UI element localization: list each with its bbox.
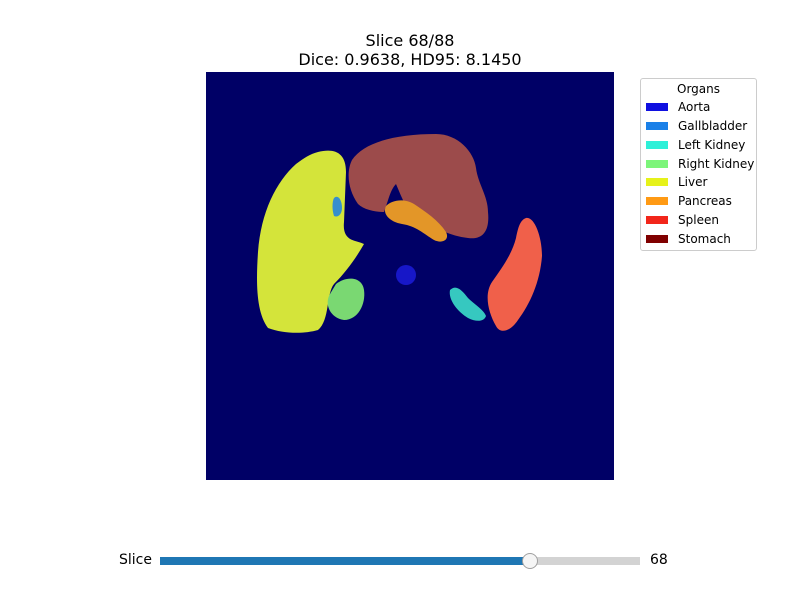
slice-title: Slice 68/88 [365, 31, 455, 50]
legend-swatch [646, 160, 668, 168]
segmentation-image [206, 72, 614, 480]
slider-value: 68 [650, 552, 668, 568]
legend-swatch [646, 197, 668, 205]
legend-item-aorta: Aorta [641, 99, 756, 115]
metrics-title: Dice: 0.9638, HD95: 8.1450 [298, 50, 522, 69]
legend-item-left-kidney: Left Kidney [641, 137, 756, 153]
legend-item-gallbladder: Gallbladder [641, 118, 756, 134]
stomach-region [348, 134, 489, 239]
organs-legend: Organs Aorta Gallbladder Left Kidney Rig… [640, 78, 757, 251]
slice-slider-fill [160, 557, 530, 565]
legend-title: Organs [677, 82, 720, 96]
legend-swatch [646, 178, 668, 186]
legend-label: Stomach [678, 232, 731, 246]
left-kidney-region [449, 287, 486, 321]
pancreas-region [384, 200, 448, 242]
legend-label: Aorta [678, 100, 711, 114]
slice-slider-handle[interactable] [521, 553, 538, 569]
legend-item-right-kidney: Right Kidney [641, 156, 756, 172]
legend-swatch [646, 216, 668, 224]
legend-item-pancreas: Pancreas [641, 193, 756, 209]
legend-item-liver: Liver [641, 174, 756, 190]
legend-swatch [646, 103, 668, 111]
legend-swatch [646, 235, 668, 243]
legend-item-stomach: Stomach [641, 231, 756, 247]
legend-item-spleen: Spleen [641, 212, 756, 228]
legend-label: Gallbladder [678, 119, 748, 133]
legend-swatch [646, 122, 668, 130]
legend-label: Spleen [678, 213, 719, 227]
aorta-region [396, 265, 416, 285]
legend-label: Pancreas [678, 194, 732, 208]
gallbladder-region [332, 196, 342, 217]
legend-label: Liver [678, 175, 708, 189]
legend-label: Left Kidney [678, 138, 746, 152]
spleen-region [487, 217, 542, 331]
legend-swatch [646, 141, 668, 149]
legend-label: Right Kidney [678, 157, 755, 171]
right-kidney-region [327, 278, 365, 320]
slider-label: Slice [119, 552, 152, 568]
slice-slider-track[interactable] [160, 557, 640, 565]
liver-region [257, 150, 364, 333]
